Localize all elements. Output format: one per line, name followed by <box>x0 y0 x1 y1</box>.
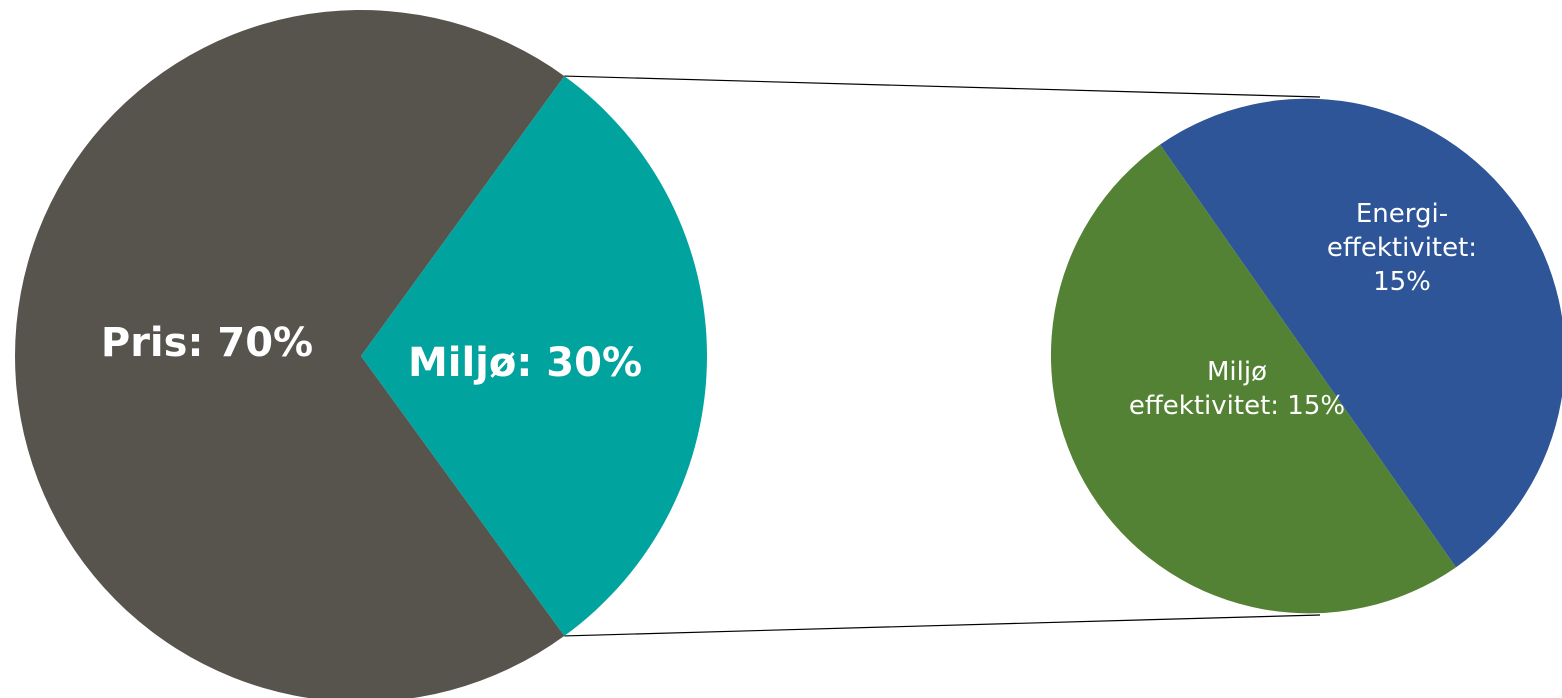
pie-slice-pris <box>15 10 565 698</box>
main-pie <box>15 10 707 698</box>
pie-slice-miljoeffektivitet <box>1050 144 1456 614</box>
connector-lines <box>564 75 1321 637</box>
connector-line-top <box>564 75 1321 98</box>
pie-slice-miljo <box>361 76 707 636</box>
slice-labels: Pris: 70% Miljø: 30% Energi-effektivitet: 1… <box>101 199 1477 421</box>
pie-slice-energieffektivitet <box>1160 98 1562 568</box>
label-miljo: Miljø: 30% <box>408 340 642 386</box>
connector-line-bottom <box>564 614 1321 637</box>
secondary-pie <box>1050 98 1562 614</box>
label-miljoeffektivitet: Miljø effektivitet: 15% <box>1129 357 1345 421</box>
label-energieffektivitet: Energi-effektivitet: 15% <box>1327 199 1477 297</box>
label-pris: Pris: 70% <box>101 320 313 366</box>
